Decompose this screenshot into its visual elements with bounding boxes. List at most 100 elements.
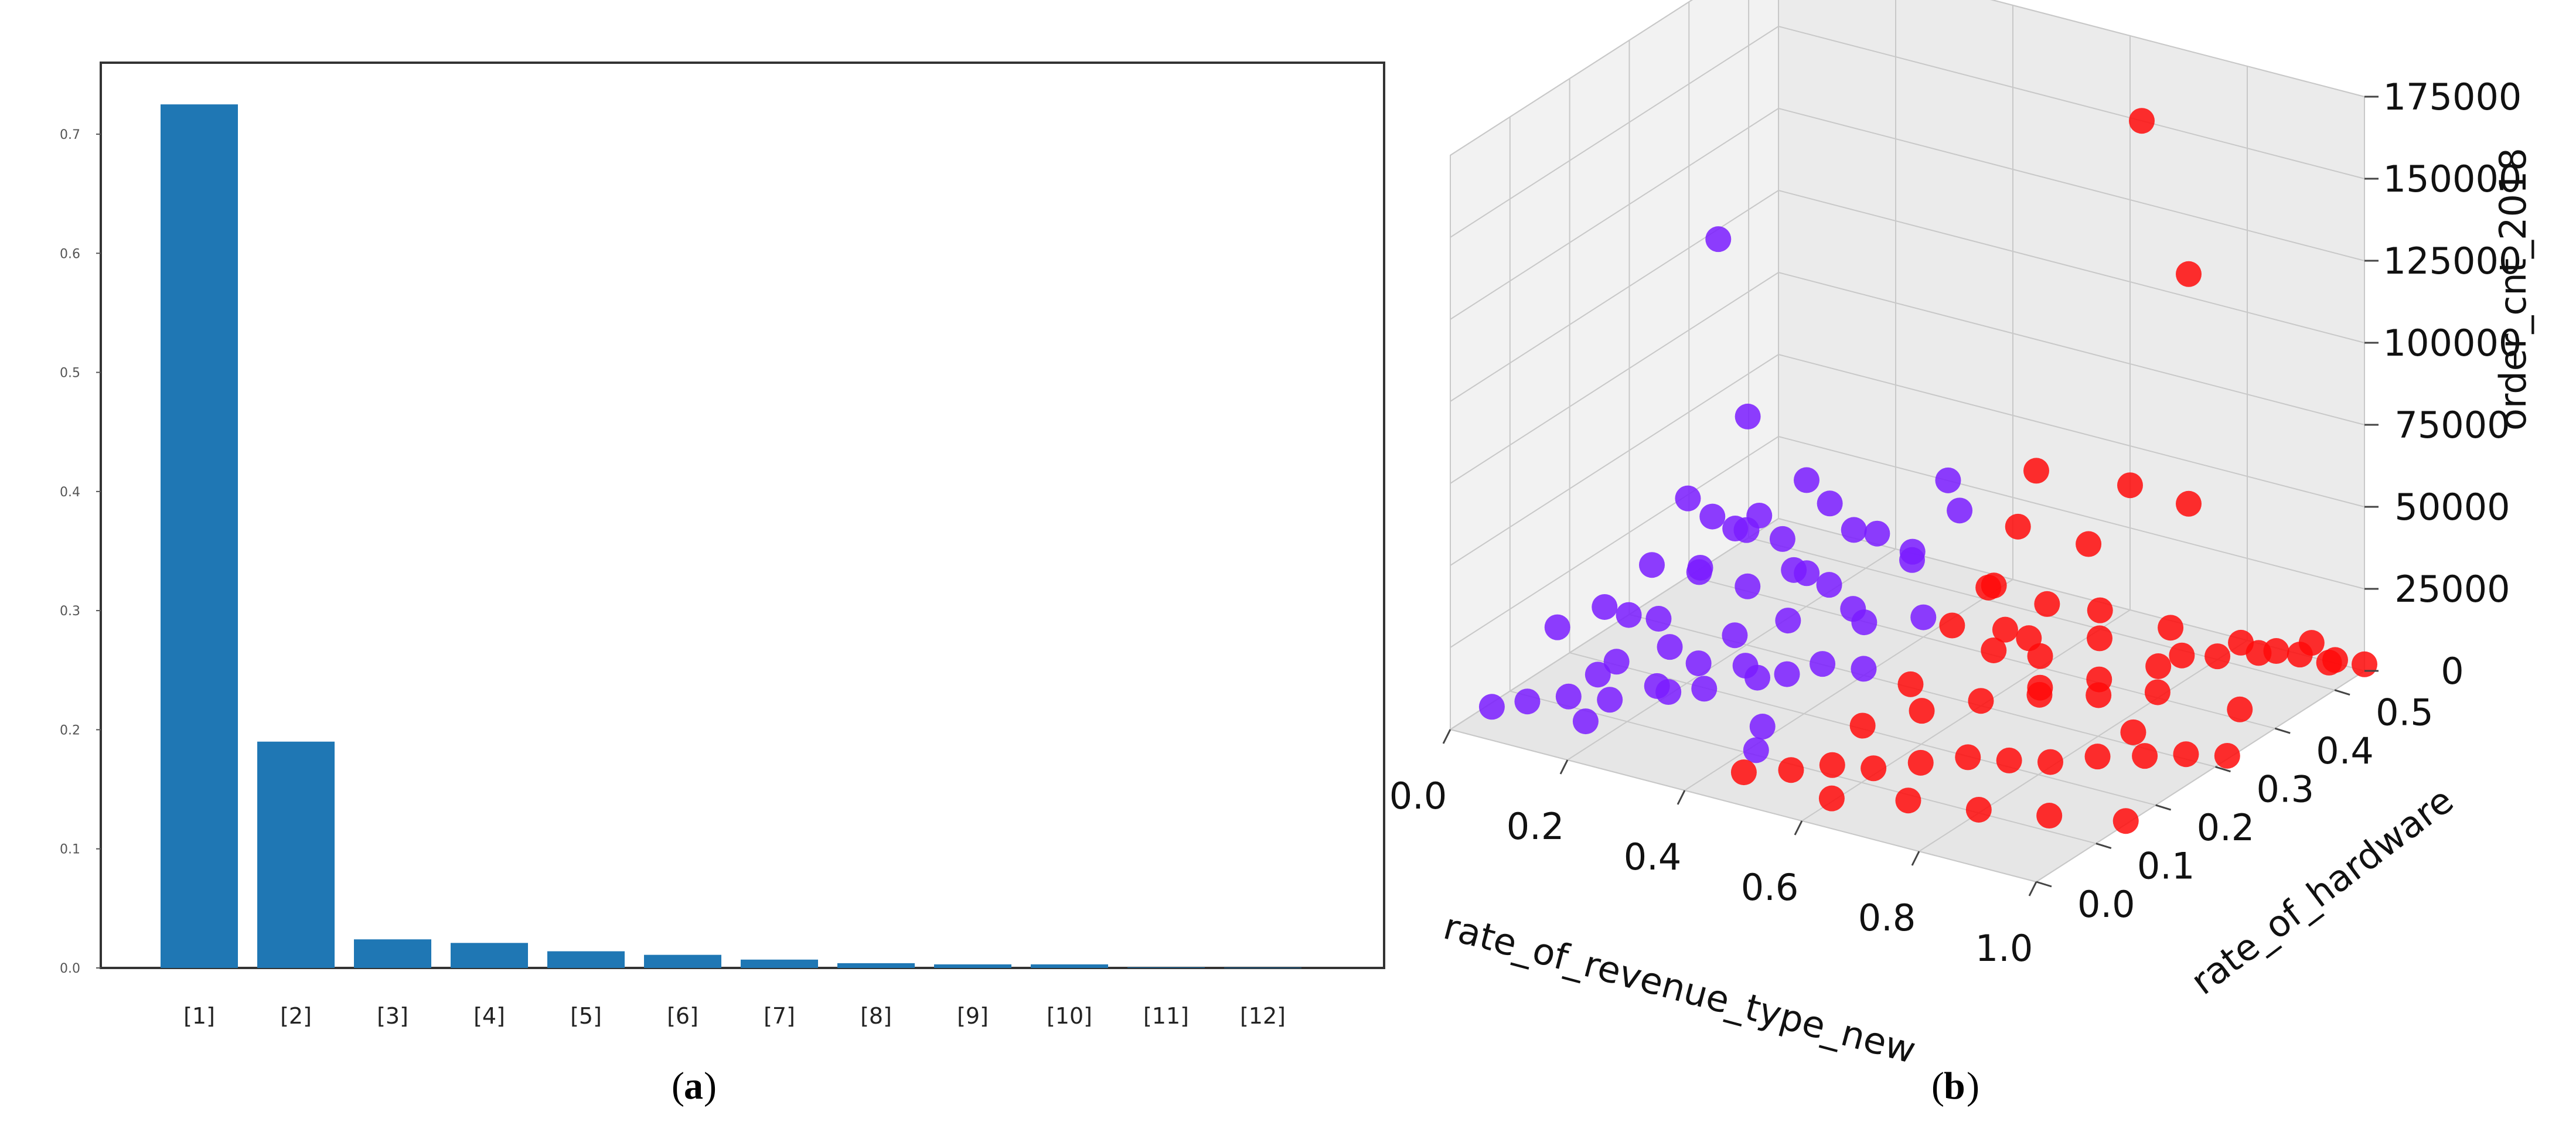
- bar: [161, 104, 238, 968]
- gridline-z: [1450, 354, 1779, 566]
- bar: [837, 963, 915, 968]
- scatter-point: [2086, 682, 2112, 708]
- caption-b: ( b ): [1931, 1065, 1979, 1107]
- bar: [547, 951, 625, 968]
- caption-a: ( a ): [672, 1065, 717, 1107]
- scatter-point: [1544, 614, 1570, 640]
- gridline-x: [2036, 670, 2365, 882]
- scatter-point: [1778, 757, 1804, 783]
- scatter-point: [1810, 651, 1836, 677]
- y-tick-mark: [2036, 881, 2052, 888]
- bar-chart-panel: 0.0 0.1 0.2 0.3 0.4 0.5 0.6 0.7 [1] [2] [3] [4] [5]…: [60, 62, 1385, 1029]
- x-tick-label: [2]: [280, 1003, 312, 1029]
- scatter-point: [1603, 649, 1630, 675]
- scatter-point: [1699, 503, 1726, 530]
- scatter-point: [1657, 634, 1683, 660]
- gridline-z: [1990, 0, 2365, 97]
- y-tick-label: 0.1: [2137, 845, 2195, 888]
- scatter-point: [2120, 719, 2146, 745]
- scatter-point: [2117, 472, 2143, 499]
- x-tick-mark: [1677, 790, 1686, 805]
- scatter-point: [1722, 622, 1748, 649]
- scatter-point: [1895, 787, 1921, 814]
- gridline-z: [1450, 108, 1779, 320]
- scatter-point: [2169, 642, 2195, 669]
- scatter-point: [1774, 661, 1800, 687]
- gridline-z: [1450, 518, 1779, 730]
- z-tick-label: 25000: [2394, 568, 2510, 611]
- scatter-point: [1981, 637, 2007, 663]
- scatter-point: [2144, 679, 2170, 705]
- scatter-point: [1705, 226, 1732, 253]
- bar-chart-bars: [161, 104, 1301, 969]
- scatter-point: [1909, 698, 1935, 724]
- scatter-point: [1794, 467, 1819, 493]
- y-tick-label: 0.3: [2256, 768, 2314, 811]
- scatter-point: [2037, 749, 2063, 775]
- y-tick-label: 0.4: [2316, 729, 2374, 772]
- scatter-point: [2132, 743, 2158, 769]
- scatter-point: [1645, 606, 1672, 632]
- y-tick-label: 0.7: [60, 128, 80, 142]
- x-tick-label: [4]: [473, 1003, 505, 1029]
- scatter-point: [2076, 531, 2102, 557]
- scatter-point: [2026, 681, 2053, 708]
- scatter-point: [1572, 708, 1599, 735]
- gridline-z: [1778, 354, 2365, 507]
- x-tick-label: 1.0: [1975, 927, 2033, 970]
- scatter-point: [1743, 737, 1769, 763]
- scatter-point: [2352, 651, 2377, 677]
- x-tick-label: 0.6: [1741, 866, 1799, 909]
- gridline-z: [1450, 436, 1779, 648]
- x-tick-mark: [1911, 851, 1920, 866]
- y-tick-label: 0.3: [60, 604, 80, 619]
- x-tick-label: 0.4: [1624, 836, 1682, 878]
- scatter-point: [2005, 513, 2031, 540]
- scatter-point: [1478, 694, 1505, 720]
- z-tick-label: 125000: [2383, 240, 2522, 282]
- scatter-point: [1775, 608, 1801, 634]
- scatter-point: [1955, 744, 1981, 770]
- scatter-point: [1897, 671, 1924, 697]
- scatter-point: [2129, 108, 2155, 134]
- bar: [934, 964, 1011, 968]
- scatter-point: [1749, 714, 1776, 740]
- z-tick-label: 0: [2441, 650, 2463, 693]
- gridline-z: [1778, 108, 2365, 261]
- scatter-point: [1818, 785, 1845, 812]
- y-tick-label: 0.2: [60, 723, 80, 738]
- scatter-point: [1968, 688, 1994, 714]
- scatter-point: [1616, 602, 1642, 628]
- x-tick-label: [3]: [377, 1003, 408, 1029]
- bar-chart-y-axis: 0.0 0.1 0.2 0.3 0.4 0.5 0.6 0.7: [60, 128, 101, 976]
- scatter-point: [1686, 559, 1712, 585]
- bar: [354, 939, 431, 968]
- bar: [1127, 967, 1205, 968]
- caption-b-letter: b: [1944, 1065, 1965, 1107]
- bar: [741, 959, 818, 968]
- x-tick-label: [10]: [1047, 1003, 1092, 1029]
- scatter-point: [1597, 687, 1623, 713]
- scatter-point: [2087, 597, 2113, 623]
- bar: [451, 943, 528, 968]
- x-tick-mark: [1794, 820, 1803, 836]
- x-tick-label: 0.2: [1507, 805, 1565, 848]
- gridline-z: [1778, 26, 2365, 179]
- scatter-point: [2034, 591, 2060, 617]
- scatter-point: [2145, 653, 2172, 680]
- y-tick-label: 0.0: [60, 961, 80, 976]
- svg-text:): ): [1967, 1065, 1979, 1107]
- gridline-y: [1450, 729, 2037, 882]
- x-tick-mark: [1442, 729, 1451, 744]
- z-tick-label: 175000: [2383, 76, 2522, 118]
- y-tick-label: 0.0: [2077, 883, 2135, 926]
- scatter-point: [1514, 688, 1541, 715]
- gridline-z: [1450, 272, 1779, 484]
- scatter-point: [1817, 490, 1843, 517]
- bar: [1224, 967, 1301, 969]
- scatter-point: [1781, 557, 1807, 583]
- caption-a-letter: a: [684, 1065, 703, 1107]
- gridline-z: [1778, 436, 2365, 589]
- gridline-z: [1450, 190, 1779, 402]
